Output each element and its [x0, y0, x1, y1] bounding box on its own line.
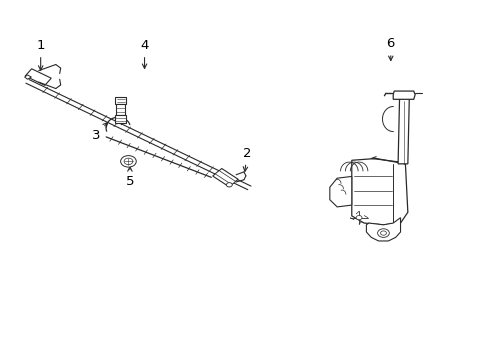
- Text: 4: 4: [140, 39, 148, 68]
- Polygon shape: [329, 176, 351, 207]
- Polygon shape: [366, 218, 400, 241]
- Polygon shape: [24, 75, 31, 79]
- Circle shape: [121, 156, 136, 167]
- Polygon shape: [26, 80, 250, 190]
- Text: 6: 6: [386, 37, 394, 60]
- Polygon shape: [25, 69, 51, 85]
- Text: 5: 5: [125, 167, 134, 188]
- Polygon shape: [392, 91, 414, 99]
- Text: 2: 2: [242, 147, 251, 171]
- Polygon shape: [115, 97, 126, 104]
- Polygon shape: [215, 171, 235, 185]
- Circle shape: [226, 183, 232, 187]
- Polygon shape: [116, 104, 125, 115]
- Text: 1: 1: [36, 39, 45, 70]
- Text: 3: 3: [91, 123, 107, 142]
- Circle shape: [124, 158, 133, 165]
- Circle shape: [377, 229, 388, 237]
- Polygon shape: [115, 115, 126, 122]
- Polygon shape: [212, 168, 238, 187]
- Polygon shape: [351, 158, 407, 225]
- Circle shape: [355, 216, 361, 220]
- Circle shape: [380, 231, 386, 235]
- Polygon shape: [397, 98, 408, 164]
